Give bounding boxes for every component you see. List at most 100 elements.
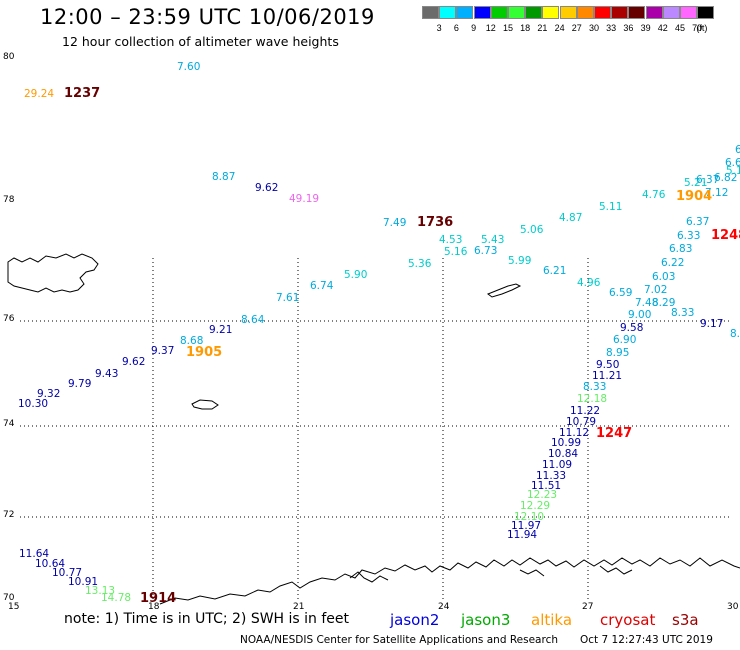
wave-height-label: 10.30 [18,398,48,410]
color-swatch [542,6,560,19]
color-swatch [559,6,577,19]
coastline-path [7,253,99,293]
wave-height-label: 5.99 [508,255,531,267]
wave-height-label: 13.13 [85,585,115,597]
wave-height-label: 5.21 [684,177,707,189]
wave-height-label: 8.33 [671,307,694,319]
color-swatch-label: 18 [520,23,531,33]
credits-text: NOAA/NESDIS Center for Satellite Applica… [240,634,558,646]
color-swatch-label: 30 [588,23,599,33]
wave-height-label: 12.23 [527,489,557,501]
wave-height-label: 7.60 [177,61,200,73]
wave-height-label: 6.6 [725,157,740,169]
legend-satellite-altika: altika [531,611,573,629]
coastlines [7,253,740,605]
wave-height-label: 11.94 [507,529,537,541]
longitude-label: 18 [148,602,160,612]
wave-height-label: 6.22 [661,257,684,269]
wave-height-label: 8.33 [583,381,606,393]
wave-height-label: 9.79 [68,378,91,390]
wave-height-label: 6.59 [609,287,632,299]
wave-height-label: 11.21 [592,370,622,382]
wave-height-label: 6.37 [686,216,709,228]
color-swatch-label: 45 [674,23,685,33]
wave-height-label: 10.91 [68,576,98,588]
longitude-label: 27 [582,602,593,612]
longitude-label: 24 [438,602,450,612]
pass-time-label: 1904 [676,189,712,204]
coastline-path [191,399,219,410]
wave-height-label: 5.43 [481,234,504,246]
wave-height-label: 4.87 [559,212,582,224]
wave-height-label: 11.12 [559,427,589,439]
color-swatch [645,6,663,19]
color-swatch-label: 70 [692,23,703,33]
pass-time-label: 1237 [64,86,100,101]
wave-height-label: 49.19 [289,193,319,205]
pass-time-label: 1905 [186,345,222,360]
wave-height-label: 12.18 [577,393,607,405]
wave-height-label: 4.53 [439,234,462,246]
color-swatch-label: 6 [453,23,459,33]
wave-height-label: 14.78 [101,592,131,604]
color-swatch [611,6,629,19]
wave-height-label: 6.21 [543,265,566,277]
wave-height-label: 8. [730,328,740,340]
wave-height-label: 9.21 [209,324,232,336]
wave-height-label: 9.58 [620,322,643,334]
color-swatch [525,6,543,19]
color-swatch [680,6,697,19]
wave-height-label: 7.12 [705,187,728,199]
generated-timestamp: Oct 7 12:27:43 UTC 2019 [580,634,713,646]
wave-height-label: 6.82 [714,172,737,184]
wave-height-label: 12.71 [0,0,30,3]
wave-height-label: 12.29 [520,500,550,512]
wave-height-label: 11.97 [511,520,541,532]
wave-height-label: 8.87 [212,171,235,183]
wave-height-label: 9.37 [151,345,174,357]
wave-height-label: 5.11 [599,201,622,213]
latitude-label: 74 [3,419,15,429]
wave-height-label: 8.64 [241,314,265,326]
wave-height-label: 4.96 [577,277,601,289]
wave-height-label: 6.03 [652,271,675,283]
legend-satellite-jason2: jason2 [390,611,440,629]
wave-height-label: 9.17 [700,318,723,330]
wave-height-label: 29.24 [24,88,54,100]
wave-height-label: 10.99 [551,437,581,449]
pass-time-labels: 1237 1736 1905 1904 1248 1247 1914 [64,86,740,606]
wave-height-label: 10.64 [35,558,65,570]
color-swatch-label: 24 [554,23,565,33]
color-swatch [594,6,611,19]
color-unit-label: (ft) [696,23,708,33]
color-swatch [422,6,439,19]
wave-height-label: 9.62 [255,182,278,194]
map-subtitle: 12 hour collection of altimeter wave hei… [62,34,339,49]
color-swatch-label: 42 [657,23,668,33]
pass-time-label: 1736 [417,215,453,230]
latitude-label: 72 [3,510,14,520]
wave-height-label: 12.10 [514,511,544,523]
wave-height-label: 9.62 [122,356,145,368]
wave-height-label: 11.33 [536,470,566,482]
coastline-path [159,557,740,605]
legend-satellite-cryosat: cryosat [600,611,656,629]
color-swatch [439,6,457,19]
wave-height-label: 9.00 [628,309,651,321]
latitude-label: 78 [3,195,15,205]
pass-time-label: 1247 [596,426,632,441]
coastline-path [486,283,522,298]
color-swatch [662,6,680,19]
wave-height-label: 11.64 [19,548,49,560]
coastline-path [519,569,545,577]
wave-height-label: 5.16 [444,246,468,258]
pass-time-label: 1248 [711,228,740,243]
color-swatch [456,6,474,19]
color-swatch [508,6,525,19]
wave-height-label: 11.09 [542,459,572,471]
latitude-label: 76 [3,314,15,324]
wave-height-label: 10.77 [52,567,82,579]
wave-height-label: 10.79 [566,416,596,428]
color-swatch [576,6,594,19]
longitude-label: 21 [293,602,304,612]
